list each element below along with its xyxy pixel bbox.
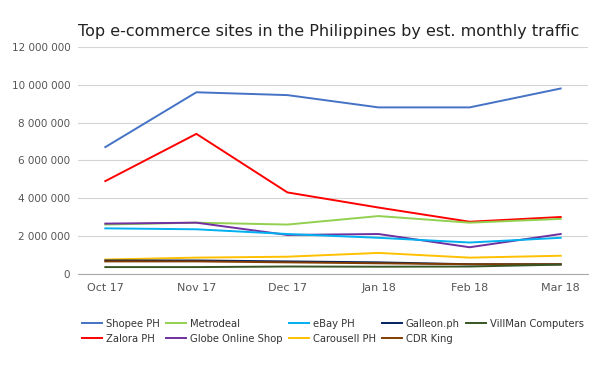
Galleon.ph [466,262,473,267]
Line: Metrodeal: Metrodeal [106,216,560,224]
Line: Shopee PH: Shopee PH [106,88,560,147]
VillMan Computers [284,264,291,269]
Shopee PH [193,90,200,95]
eBay PH [466,240,473,245]
CDR King [557,262,564,267]
Zalora PH [375,205,382,210]
Carousell PH [193,255,200,260]
Galleon.ph [102,258,109,263]
Carousell PH [375,251,382,255]
eBay PH [102,226,109,231]
Line: Zalora PH: Zalora PH [106,134,560,222]
Carousell PH [102,257,109,262]
Zalora PH [557,215,564,219]
Zalora PH [102,179,109,183]
CDR King [193,259,200,264]
CDR King [375,261,382,265]
Line: Globe Online Shop: Globe Online Shop [106,223,560,247]
Zalora PH [193,131,200,136]
Shopee PH [284,93,291,97]
CDR King [284,260,291,265]
Globe Online Shop [466,245,473,249]
Shopee PH [102,145,109,149]
VillMan Computers [375,264,382,269]
Metrodeal [466,221,473,225]
Line: VillMan Computers: VillMan Computers [106,265,560,267]
Line: Galleon.ph: Galleon.ph [106,260,560,264]
Shopee PH [466,105,473,110]
Legend: Shopee PH, Zalora PH, Metrodeal, Globe Online Shop, eBay PH, Carousell PH, Galle: Shopee PH, Zalora PH, Metrodeal, Globe O… [79,314,587,348]
Metrodeal [375,214,382,219]
Galleon.ph [193,258,200,263]
CDR King [102,259,109,264]
VillMan Computers [102,265,109,269]
VillMan Computers [466,264,473,269]
Galleon.ph [284,259,291,264]
Globe Online Shop [375,231,382,236]
eBay PH [193,227,200,231]
Carousell PH [557,253,564,258]
Globe Online Shop [284,233,291,237]
Metrodeal [557,217,564,221]
Line: Carousell PH: Carousell PH [106,253,560,260]
Shopee PH [557,86,564,91]
Line: eBay PH: eBay PH [106,228,560,242]
eBay PH [284,231,291,236]
Shopee PH [375,105,382,110]
Metrodeal [193,221,200,225]
Galleon.ph [375,260,382,265]
CDR King [466,262,473,267]
Carousell PH [284,255,291,259]
Globe Online Shop [193,221,200,225]
Globe Online Shop [102,221,109,226]
Zalora PH [284,190,291,195]
Metrodeal [102,222,109,227]
Carousell PH [466,255,473,260]
Globe Online Shop [557,231,564,236]
Metrodeal [284,222,291,227]
VillMan Computers [557,262,564,267]
Text: Top e-commerce sites in the Philippines by est. monthly traffic: Top e-commerce sites in the Philippines … [78,24,579,39]
eBay PH [557,235,564,240]
VillMan Computers [193,265,200,269]
Galleon.ph [557,262,564,267]
Zalora PH [466,219,473,224]
Line: CDR King: CDR King [106,262,560,264]
eBay PH [375,235,382,240]
